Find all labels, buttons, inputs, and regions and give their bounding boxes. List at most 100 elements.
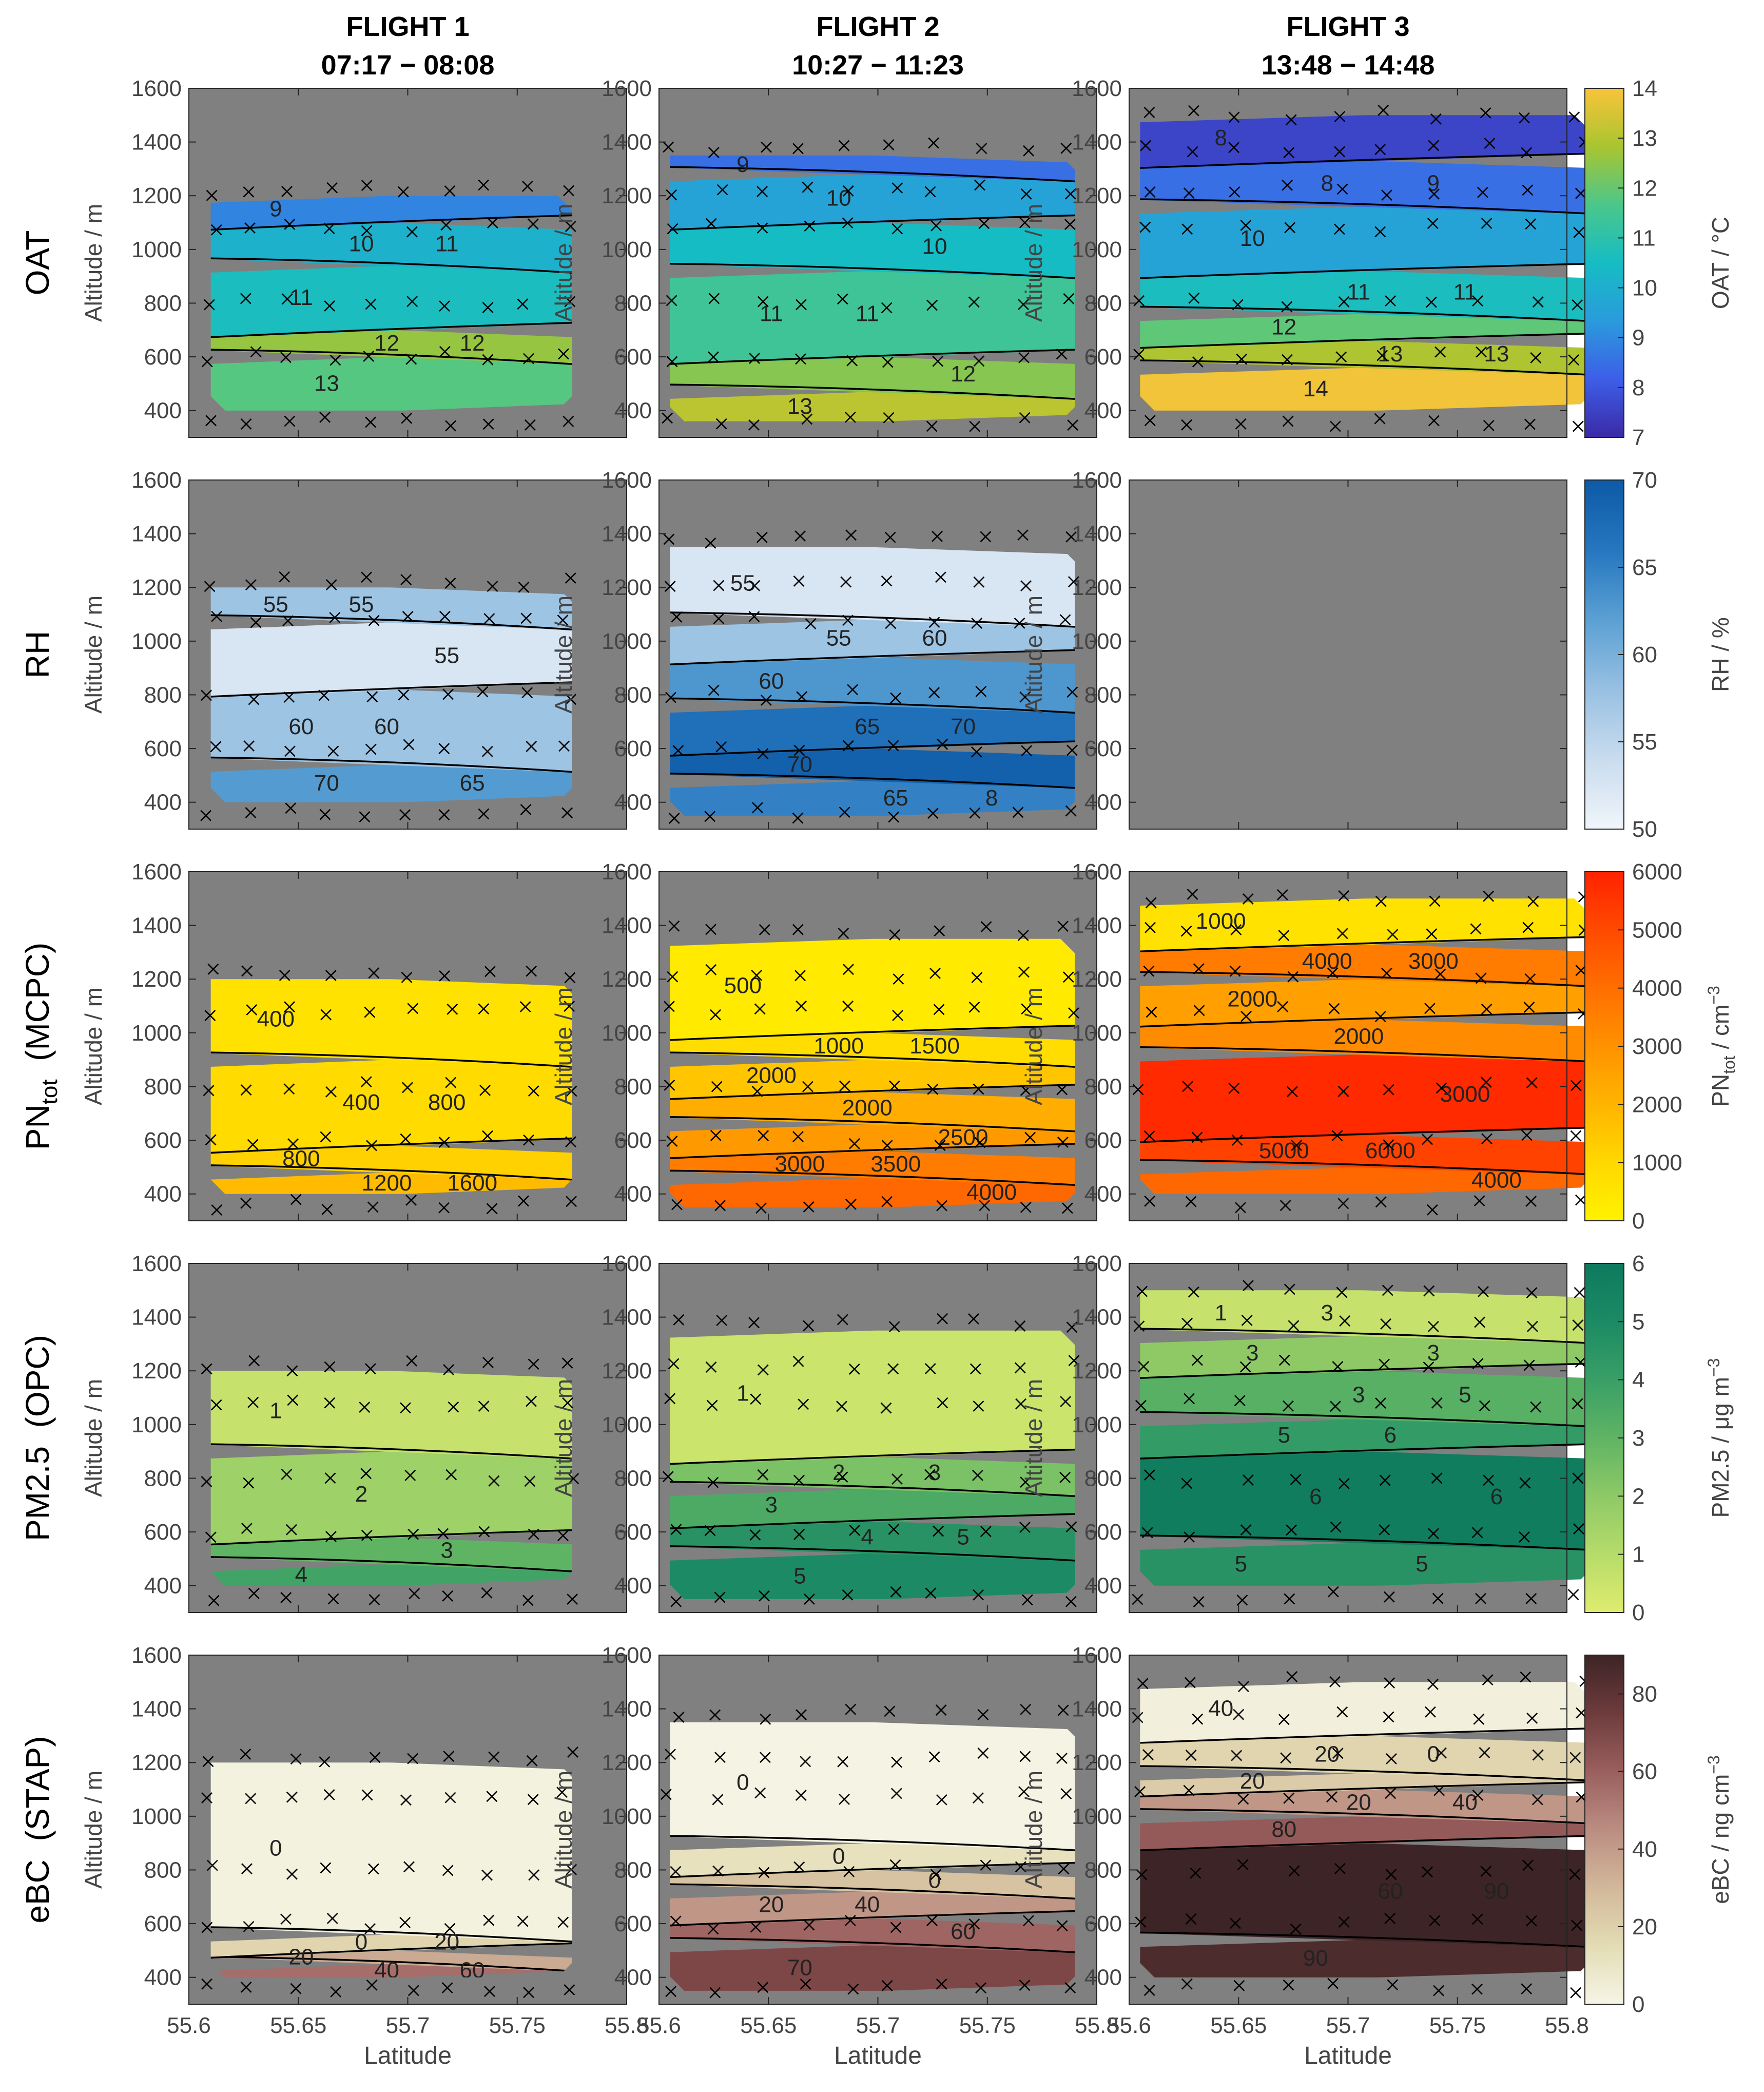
contour-line — [1140, 1328, 1589, 1344]
contour-label: 12 — [1271, 315, 1296, 340]
sample-marker — [1288, 1320, 1300, 1332]
sample-marker — [520, 804, 532, 815]
sample-marker — [567, 1594, 578, 1605]
sample-marker — [283, 692, 295, 703]
sample-marker — [1020, 580, 1032, 592]
sample-marker — [839, 1793, 850, 1805]
contour-band — [210, 215, 572, 274]
contour-line — [670, 649, 1075, 665]
sample-marker — [528, 1085, 539, 1097]
panel-r2-f3: 400 600 800 1000 1200 1400 1600 Altitude / m — [1020, 468, 1567, 830]
sample-marker — [279, 970, 290, 981]
sample-marker — [1336, 928, 1348, 939]
sample-marker — [443, 1364, 455, 1375]
contour-line — [210, 1051, 572, 1068]
sample-marker — [521, 181, 533, 192]
sample-marker — [1431, 1397, 1443, 1409]
sample-marker — [1572, 1319, 1584, 1331]
sample-marker — [670, 1866, 682, 1877]
sample-marker — [881, 302, 893, 314]
colorbar-tick-label: 1 — [1632, 1542, 1644, 1567]
sample-marker — [523, 1987, 534, 1999]
y-tick-label: 600 — [1084, 1911, 1122, 1936]
sample-marker — [366, 691, 378, 703]
sample-marker — [566, 1864, 577, 1875]
sample-marker — [284, 218, 296, 230]
sample-marker — [1019, 1751, 1031, 1762]
y-axis-label: Altitude / m — [1020, 1379, 1047, 1497]
contour-label: 1 — [269, 1398, 282, 1424]
sample-marker — [1525, 1915, 1537, 1927]
sample-marker — [891, 1756, 903, 1768]
sample-marker — [243, 186, 255, 198]
sample-marker — [1019, 1522, 1031, 1533]
sample-marker — [1278, 1354, 1290, 1366]
sample-marker — [1064, 1982, 1076, 1993]
panel-r3-f1: 400 400 800 800 1200 1600 400 600 800 1000 1200 140… — [80, 859, 627, 1221]
sample-marker — [1334, 1863, 1346, 1874]
sample-marker — [1143, 1130, 1155, 1142]
sample-marker — [800, 1756, 811, 1768]
sample-marker — [1524, 973, 1536, 985]
contour-line — [670, 1025, 1075, 1041]
sample-marker — [665, 692, 676, 703]
sample-marker — [482, 1357, 494, 1368]
sample-marker — [714, 1591, 726, 1603]
sample-marker — [287, 1138, 299, 1150]
sample-marker — [1015, 1398, 1026, 1410]
contour-band — [210, 615, 572, 697]
sample-marker — [1232, 299, 1244, 311]
sample-marker — [280, 1592, 292, 1603]
sample-marker — [842, 1589, 854, 1601]
sample-marker — [1187, 146, 1198, 158]
contour-label: 70 — [787, 1955, 812, 1980]
y-tick-label: 1200 — [1072, 183, 1122, 208]
colorbar-tick-label: 3 — [1632, 1426, 1644, 1451]
sample-marker — [366, 1979, 378, 1991]
flight-title-3: FLIGHT 3 — [1287, 11, 1410, 42]
contour-line — [670, 1937, 1075, 1953]
contour-band — [210, 682, 572, 773]
contour-line — [670, 1143, 1075, 1159]
sample-marker — [1242, 893, 1254, 905]
sample-marker — [368, 1863, 379, 1875]
contour-band — [210, 979, 572, 1068]
sample-marker — [1020, 1703, 1032, 1715]
x-tick-label: 55.6 — [167, 2013, 211, 2038]
y-tick-label: 800 — [144, 1466, 182, 1491]
sample-marker — [203, 299, 215, 311]
sample-marker — [1012, 807, 1024, 818]
sample-marker — [1181, 1317, 1193, 1329]
sample-marker — [1471, 1527, 1483, 1539]
sample-marker — [1424, 1003, 1436, 1014]
sample-marker — [1429, 895, 1441, 907]
contour-label: 2000 — [1333, 1024, 1384, 1049]
sample-marker — [368, 615, 380, 626]
sample-marker — [329, 354, 341, 366]
sample-marker — [1234, 1395, 1246, 1407]
y-tick-label: 1000 — [1072, 1021, 1122, 1046]
sample-marker — [562, 1397, 573, 1409]
y-tick-label: 1200 — [131, 1358, 182, 1384]
sample-marker — [1336, 1706, 1348, 1718]
sample-marker — [670, 1915, 682, 1927]
sample-marker — [405, 353, 417, 365]
sample-marker — [405, 1194, 417, 1206]
row-label-4: PM2.5 (OPC) — [19, 1335, 56, 1541]
sample-marker — [792, 812, 804, 824]
sample-marker — [1527, 1320, 1538, 1332]
sample-marker — [406, 296, 418, 308]
contour-line — [1140, 359, 1589, 376]
sample-marker — [1436, 1082, 1447, 1094]
sample-marker — [704, 1525, 716, 1537]
sample-marker — [1427, 218, 1439, 229]
plot-frame — [188, 871, 627, 1221]
sample-marker — [445, 1077, 457, 1088]
y-tick-label: 1000 — [131, 1021, 182, 1046]
sample-marker — [796, 1000, 807, 1012]
sample-marker — [1569, 1869, 1581, 1880]
y-tick-label: 1000 — [602, 1021, 652, 1046]
contour-label: 60 — [759, 668, 784, 694]
sample-marker — [1228, 1082, 1240, 1094]
sample-marker — [933, 1004, 945, 1015]
